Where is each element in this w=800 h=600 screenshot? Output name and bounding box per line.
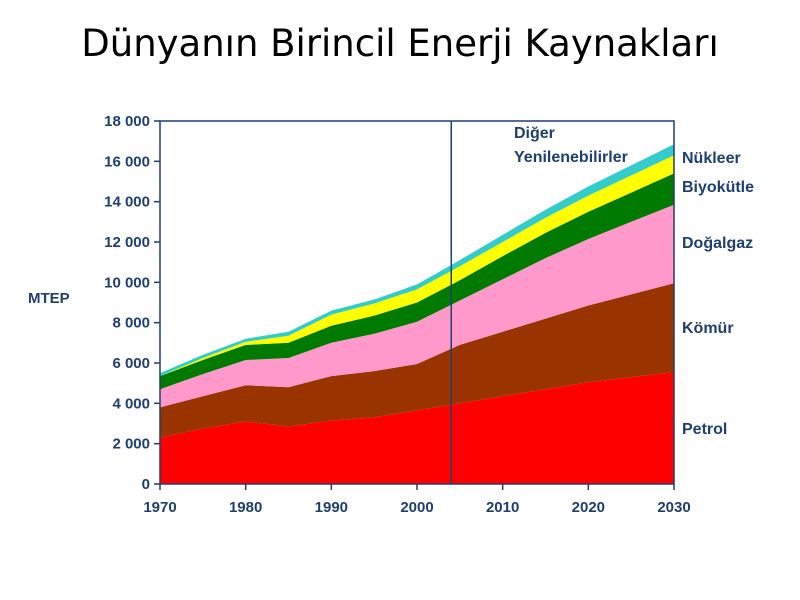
legend-label: Biyokütle: [682, 179, 754, 196]
y-tick-label: 14 000: [104, 194, 150, 211]
x-tick-label: 1970: [143, 499, 176, 516]
x-tick-label: 2030: [657, 499, 690, 516]
area-series-5: [160, 144, 674, 377]
legend-label: Doğalgaz: [682, 235, 753, 252]
chart-areas: [160, 144, 674, 484]
area-series-0: [160, 372, 674, 484]
x-axis: 1970 1980 1990 2000 2010 2020 2030: [143, 484, 691, 516]
legend-label: Petrol: [682, 421, 727, 438]
x-tick-label: 2020: [572, 499, 605, 516]
y-tick-label: 16 000: [104, 153, 150, 170]
y-tick-label: 6 000: [112, 355, 150, 372]
y-tick-label: 8 000: [112, 315, 150, 332]
y-tick-label: 0: [142, 476, 150, 493]
legend-label: Diğer: [514, 125, 555, 142]
x-tick-label: 1980: [229, 499, 262, 516]
legend-label: Yenilenebilirler: [514, 149, 628, 166]
legend: Diğer Yenilenebilirler Nükleer Biyokütle Doğ…: [514, 125, 754, 438]
x-tick-label: 2000: [400, 499, 433, 516]
area-series-1: [160, 283, 674, 438]
y-tick-label: 18 000: [104, 113, 150, 130]
legend-label: Nükleer: [682, 150, 741, 167]
y-tick-label: 4 000: [112, 395, 150, 412]
y-axis-label: MTEP: [28, 290, 70, 307]
legend-label: Kömür: [682, 320, 734, 337]
y-tick-label: 2 000: [112, 436, 150, 453]
y-tick-label: 12 000: [104, 234, 150, 251]
page-title: Dünyanın Birincil Enerji Kaynakları: [81, 22, 719, 65]
y-tick-label: 10 000: [104, 274, 150, 291]
area-series-2: [160, 204, 674, 408]
y-axis: 0 2 000 4 000 6 000 8 000 10 000 12 000 14 000 1…: [104, 113, 160, 493]
area-series-3: [160, 173, 674, 390]
x-tick-label: 1990: [315, 499, 348, 516]
x-tick-label: 2010: [486, 499, 519, 516]
